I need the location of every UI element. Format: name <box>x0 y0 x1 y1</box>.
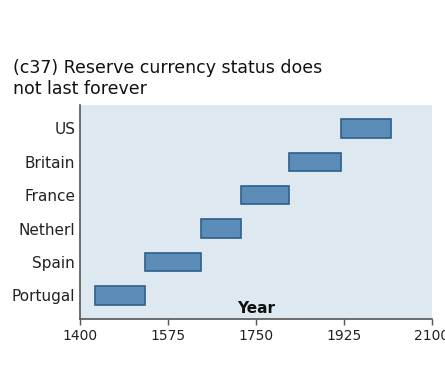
FancyBboxPatch shape <box>341 119 392 138</box>
FancyBboxPatch shape <box>241 186 288 204</box>
FancyBboxPatch shape <box>95 286 146 304</box>
FancyBboxPatch shape <box>201 219 241 238</box>
FancyBboxPatch shape <box>288 153 341 171</box>
Text: Year: Year <box>237 301 275 316</box>
FancyBboxPatch shape <box>146 253 201 271</box>
Text: (c37) Reserve currency status does
not last forever: (c37) Reserve currency status does not l… <box>13 59 323 98</box>
